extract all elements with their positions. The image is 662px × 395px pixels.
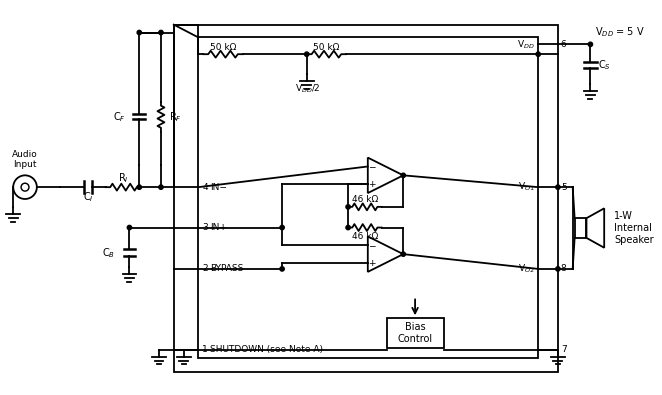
Text: Audio
Input: Audio Input bbox=[12, 150, 38, 169]
Text: +: + bbox=[368, 180, 375, 189]
Circle shape bbox=[401, 173, 405, 177]
Bar bbox=[173, 24, 558, 372]
Text: −: − bbox=[368, 241, 375, 250]
Text: 8: 8 bbox=[561, 264, 567, 273]
Circle shape bbox=[589, 42, 592, 47]
Circle shape bbox=[346, 226, 350, 230]
Bar bbox=[575, 218, 587, 238]
Text: BYPASS: BYPASS bbox=[211, 264, 244, 273]
Circle shape bbox=[280, 267, 284, 271]
Text: 1: 1 bbox=[203, 345, 208, 354]
Text: V$_{O1}$: V$_{O1}$ bbox=[518, 181, 534, 194]
Text: 4: 4 bbox=[203, 182, 208, 192]
Bar bbox=[387, 318, 444, 348]
Text: 46 kΩ: 46 kΩ bbox=[352, 196, 378, 205]
Circle shape bbox=[137, 30, 142, 35]
Text: C$_F$: C$_F$ bbox=[113, 110, 126, 124]
Text: 6: 6 bbox=[561, 40, 567, 49]
Text: +: + bbox=[368, 258, 375, 267]
Text: Bias
Control: Bias Control bbox=[397, 322, 433, 344]
Text: IN−: IN− bbox=[211, 182, 227, 192]
Text: 7: 7 bbox=[561, 345, 567, 354]
Text: R$_F$: R$_F$ bbox=[169, 110, 181, 124]
Circle shape bbox=[280, 226, 284, 230]
Circle shape bbox=[346, 205, 350, 209]
Circle shape bbox=[137, 185, 142, 189]
Text: 3: 3 bbox=[203, 223, 208, 232]
Text: V$_{O2}$: V$_{O2}$ bbox=[518, 263, 534, 275]
Circle shape bbox=[305, 52, 309, 56]
Text: V$_{DD}$ = 5 V: V$_{DD}$ = 5 V bbox=[595, 26, 645, 40]
Text: 50 kΩ: 50 kΩ bbox=[210, 43, 236, 52]
Text: R$_I$: R$_I$ bbox=[118, 171, 129, 185]
Text: 5: 5 bbox=[561, 182, 567, 192]
Text: 50 kΩ: 50 kΩ bbox=[313, 43, 340, 52]
Circle shape bbox=[159, 30, 163, 35]
Circle shape bbox=[555, 185, 560, 189]
Text: C$_S$: C$_S$ bbox=[598, 58, 611, 72]
Circle shape bbox=[555, 267, 560, 271]
Circle shape bbox=[127, 226, 132, 230]
Text: 46 kΩ: 46 kΩ bbox=[352, 232, 378, 241]
Text: SHUTDOWN (see Note A): SHUTDOWN (see Note A) bbox=[211, 345, 323, 354]
Text: C$_I$: C$_I$ bbox=[83, 190, 93, 204]
Circle shape bbox=[159, 185, 163, 189]
Text: 1-W
Internal
Speaker: 1-W Internal Speaker bbox=[614, 211, 653, 245]
Bar bbox=[199, 38, 538, 357]
Text: −: − bbox=[368, 162, 375, 171]
Text: IN+: IN+ bbox=[211, 223, 227, 232]
Text: V$_{DD}$: V$_{DD}$ bbox=[516, 38, 534, 51]
Circle shape bbox=[536, 52, 540, 56]
Circle shape bbox=[401, 252, 405, 256]
Text: C$_B$: C$_B$ bbox=[101, 246, 115, 260]
Text: V$_{DD}$/2: V$_{DD}$/2 bbox=[295, 83, 320, 95]
Text: 2: 2 bbox=[203, 264, 208, 273]
